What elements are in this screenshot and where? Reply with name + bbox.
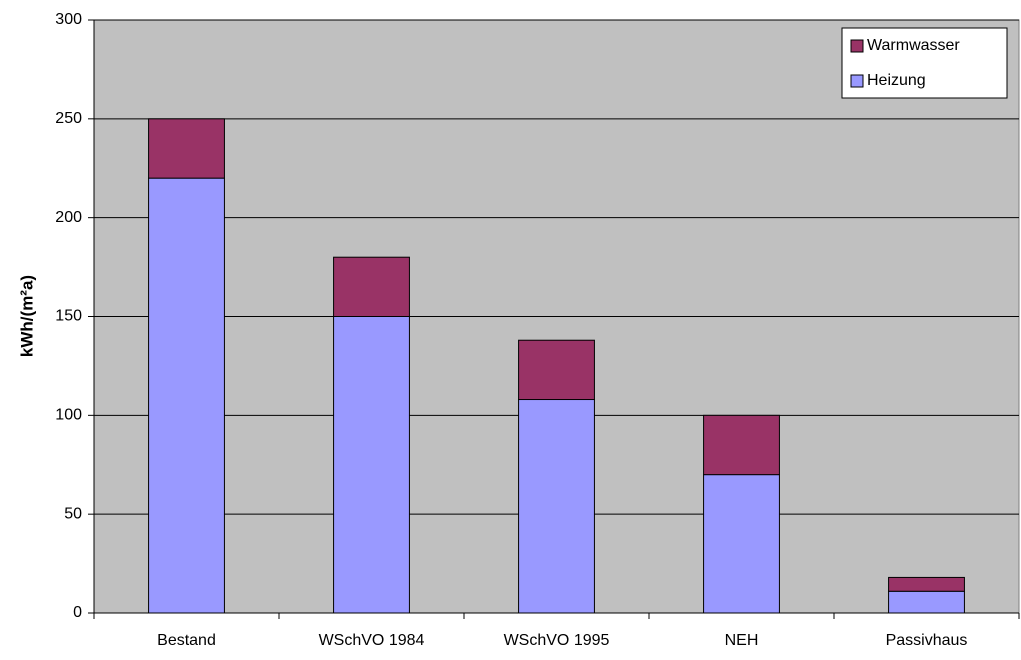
bar-segment [703, 414, 780, 476]
y-tick-label: 250 [55, 110, 82, 127]
bar-segment [148, 177, 225, 614]
x-tick-label: Passivhaus [886, 632, 968, 649]
x-tick-label: NEH [725, 632, 759, 649]
y-tick-label: 200 [55, 209, 82, 226]
bar-segment [333, 316, 410, 614]
bar-segment [888, 576, 965, 592]
y-tick-label: 0 [73, 604, 82, 621]
legend-label: Heizung [867, 72, 926, 89]
bar-segment [333, 256, 410, 318]
legend-label: Warmwasser [867, 37, 960, 54]
legend-swatch [850, 39, 864, 53]
bar-segment [888, 590, 965, 614]
y-axis-label: kWh/(m²a) [17, 275, 36, 357]
x-tick-label: Bestand [157, 632, 216, 649]
bar-segment [518, 399, 595, 614]
bar-segment [518, 339, 595, 401]
y-tick-label: 50 [64, 505, 82, 522]
y-tick-label: 100 [55, 407, 82, 424]
bar-segment [703, 474, 780, 614]
x-tick-label: WSchVO 1995 [504, 632, 610, 649]
bar-segment [148, 118, 225, 179]
legend-box [841, 27, 1008, 99]
y-tick-label: 300 [55, 11, 82, 28]
y-tick-label: 150 [55, 308, 82, 325]
legend-swatch [850, 74, 864, 88]
x-tick-label: WSchVO 1984 [319, 632, 425, 649]
